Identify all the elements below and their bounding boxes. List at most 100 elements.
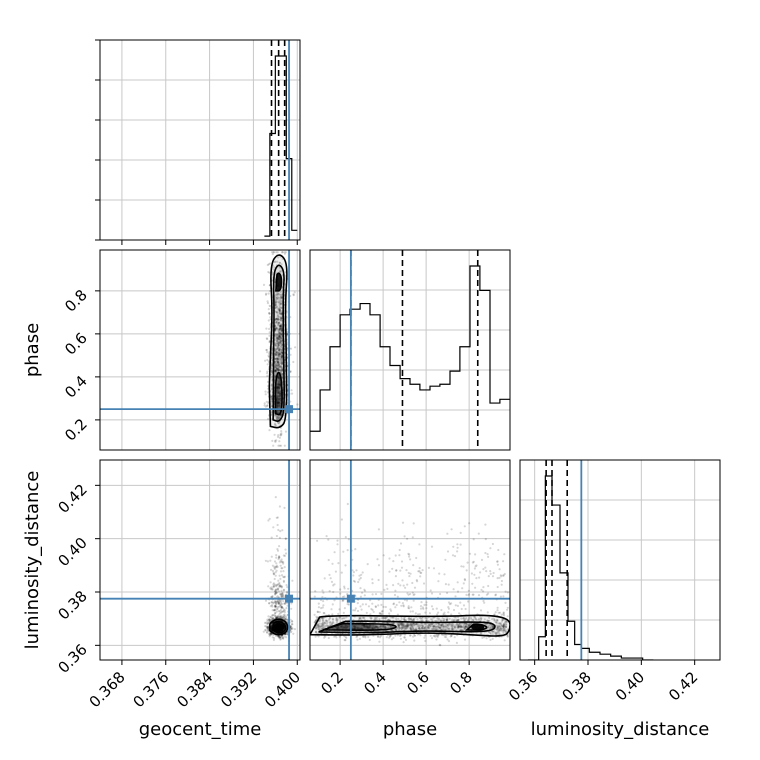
sample-point	[360, 608, 363, 611]
sample-point	[277, 318, 280, 321]
sample-point	[377, 635, 380, 638]
sample-point	[282, 610, 285, 613]
sample-point	[273, 609, 276, 612]
sample-point	[407, 624, 410, 627]
sample-point	[278, 398, 281, 401]
sample-point	[495, 632, 498, 635]
sample-point	[270, 411, 273, 414]
sample-point	[346, 625, 349, 628]
sample-point	[450, 613, 453, 616]
sample-point	[496, 624, 499, 627]
sample-point	[459, 601, 462, 604]
sample-point	[276, 416, 279, 419]
sample-point	[447, 611, 450, 614]
sample-point	[280, 611, 283, 614]
sample-point	[280, 605, 283, 608]
sample-point	[275, 365, 278, 368]
sample-point	[417, 623, 420, 626]
sample-point	[345, 616, 348, 619]
sample-point	[353, 580, 357, 583]
sample-point	[273, 614, 276, 617]
sample-point	[276, 588, 279, 591]
sample-point	[270, 625, 273, 628]
sample-point	[276, 401, 279, 404]
sample-point	[276, 383, 279, 386]
sample-point	[279, 637, 282, 640]
sample-point	[468, 552, 472, 555]
sample-point	[401, 579, 404, 582]
sample-point	[343, 587, 346, 590]
sample-point	[315, 615, 318, 618]
sample-point	[278, 390, 281, 393]
sample-point	[277, 444, 280, 447]
sample-point	[473, 615, 476, 619]
sample-point	[267, 292, 270, 295]
sample-point	[425, 601, 428, 604]
sample-point	[264, 629, 267, 632]
sample-point	[280, 585, 283, 588]
sample-point	[284, 548, 287, 551]
sample-point	[270, 632, 273, 636]
sample-point	[491, 626, 494, 629]
sample-point	[278, 348, 281, 351]
sample-point	[277, 307, 280, 310]
sample-point	[484, 622, 487, 626]
sample-point	[351, 569, 354, 572]
sample-point	[279, 577, 282, 581]
sample-point	[460, 625, 463, 629]
sample-point	[276, 401, 279, 405]
sample-point	[502, 595, 505, 598]
sample-point	[279, 603, 282, 607]
sample-point	[421, 617, 424, 620]
sample-point	[398, 623, 401, 627]
sample-point	[270, 384, 273, 387]
sample-point	[274, 605, 277, 608]
sample-point	[280, 574, 284, 577]
sample-point	[271, 617, 274, 620]
sample-point	[387, 626, 390, 629]
sample-point	[282, 561, 285, 564]
sample-point	[314, 590, 317, 593]
sample-point	[421, 627, 424, 630]
sample-point	[278, 555, 281, 558]
sample-point	[277, 398, 281, 401]
sample-point	[270, 398, 273, 401]
sample-point	[278, 365, 281, 368]
sample-point	[270, 373, 273, 376]
sample-point	[279, 592, 282, 596]
sample-point	[278, 334, 281, 337]
sample-point	[275, 409, 279, 412]
sample-point	[278, 328, 281, 331]
sample-point	[463, 578, 466, 581]
sample-point	[412, 522, 415, 525]
sample-point	[271, 253, 274, 256]
sample-point	[278, 332, 281, 335]
sample-point	[333, 583, 336, 586]
sample-point	[362, 624, 365, 627]
sample-point	[447, 627, 450, 631]
sample-point	[367, 605, 370, 608]
sample-point	[346, 593, 349, 596]
sample-point	[273, 560, 277, 563]
sample-point	[368, 624, 371, 627]
sample-point	[491, 633, 494, 636]
sample-point	[278, 585, 281, 588]
sample-point	[292, 294, 295, 297]
sample-point	[277, 635, 280, 639]
sample-point	[275, 293, 278, 296]
sample-point	[268, 311, 271, 315]
sample-point	[419, 605, 423, 608]
sample-point	[292, 632, 295, 635]
sample-point	[384, 626, 387, 630]
sample-point	[278, 368, 281, 372]
sample-point	[499, 627, 502, 630]
sample-point	[429, 589, 432, 592]
sample-point	[445, 618, 448, 621]
sample-point	[498, 622, 501, 625]
sample-point	[505, 630, 508, 633]
sample-point	[271, 618, 275, 621]
sample-point	[277, 386, 280, 389]
sample-point	[277, 558, 280, 561]
sample-point	[280, 594, 283, 597]
sample-point	[265, 348, 268, 352]
